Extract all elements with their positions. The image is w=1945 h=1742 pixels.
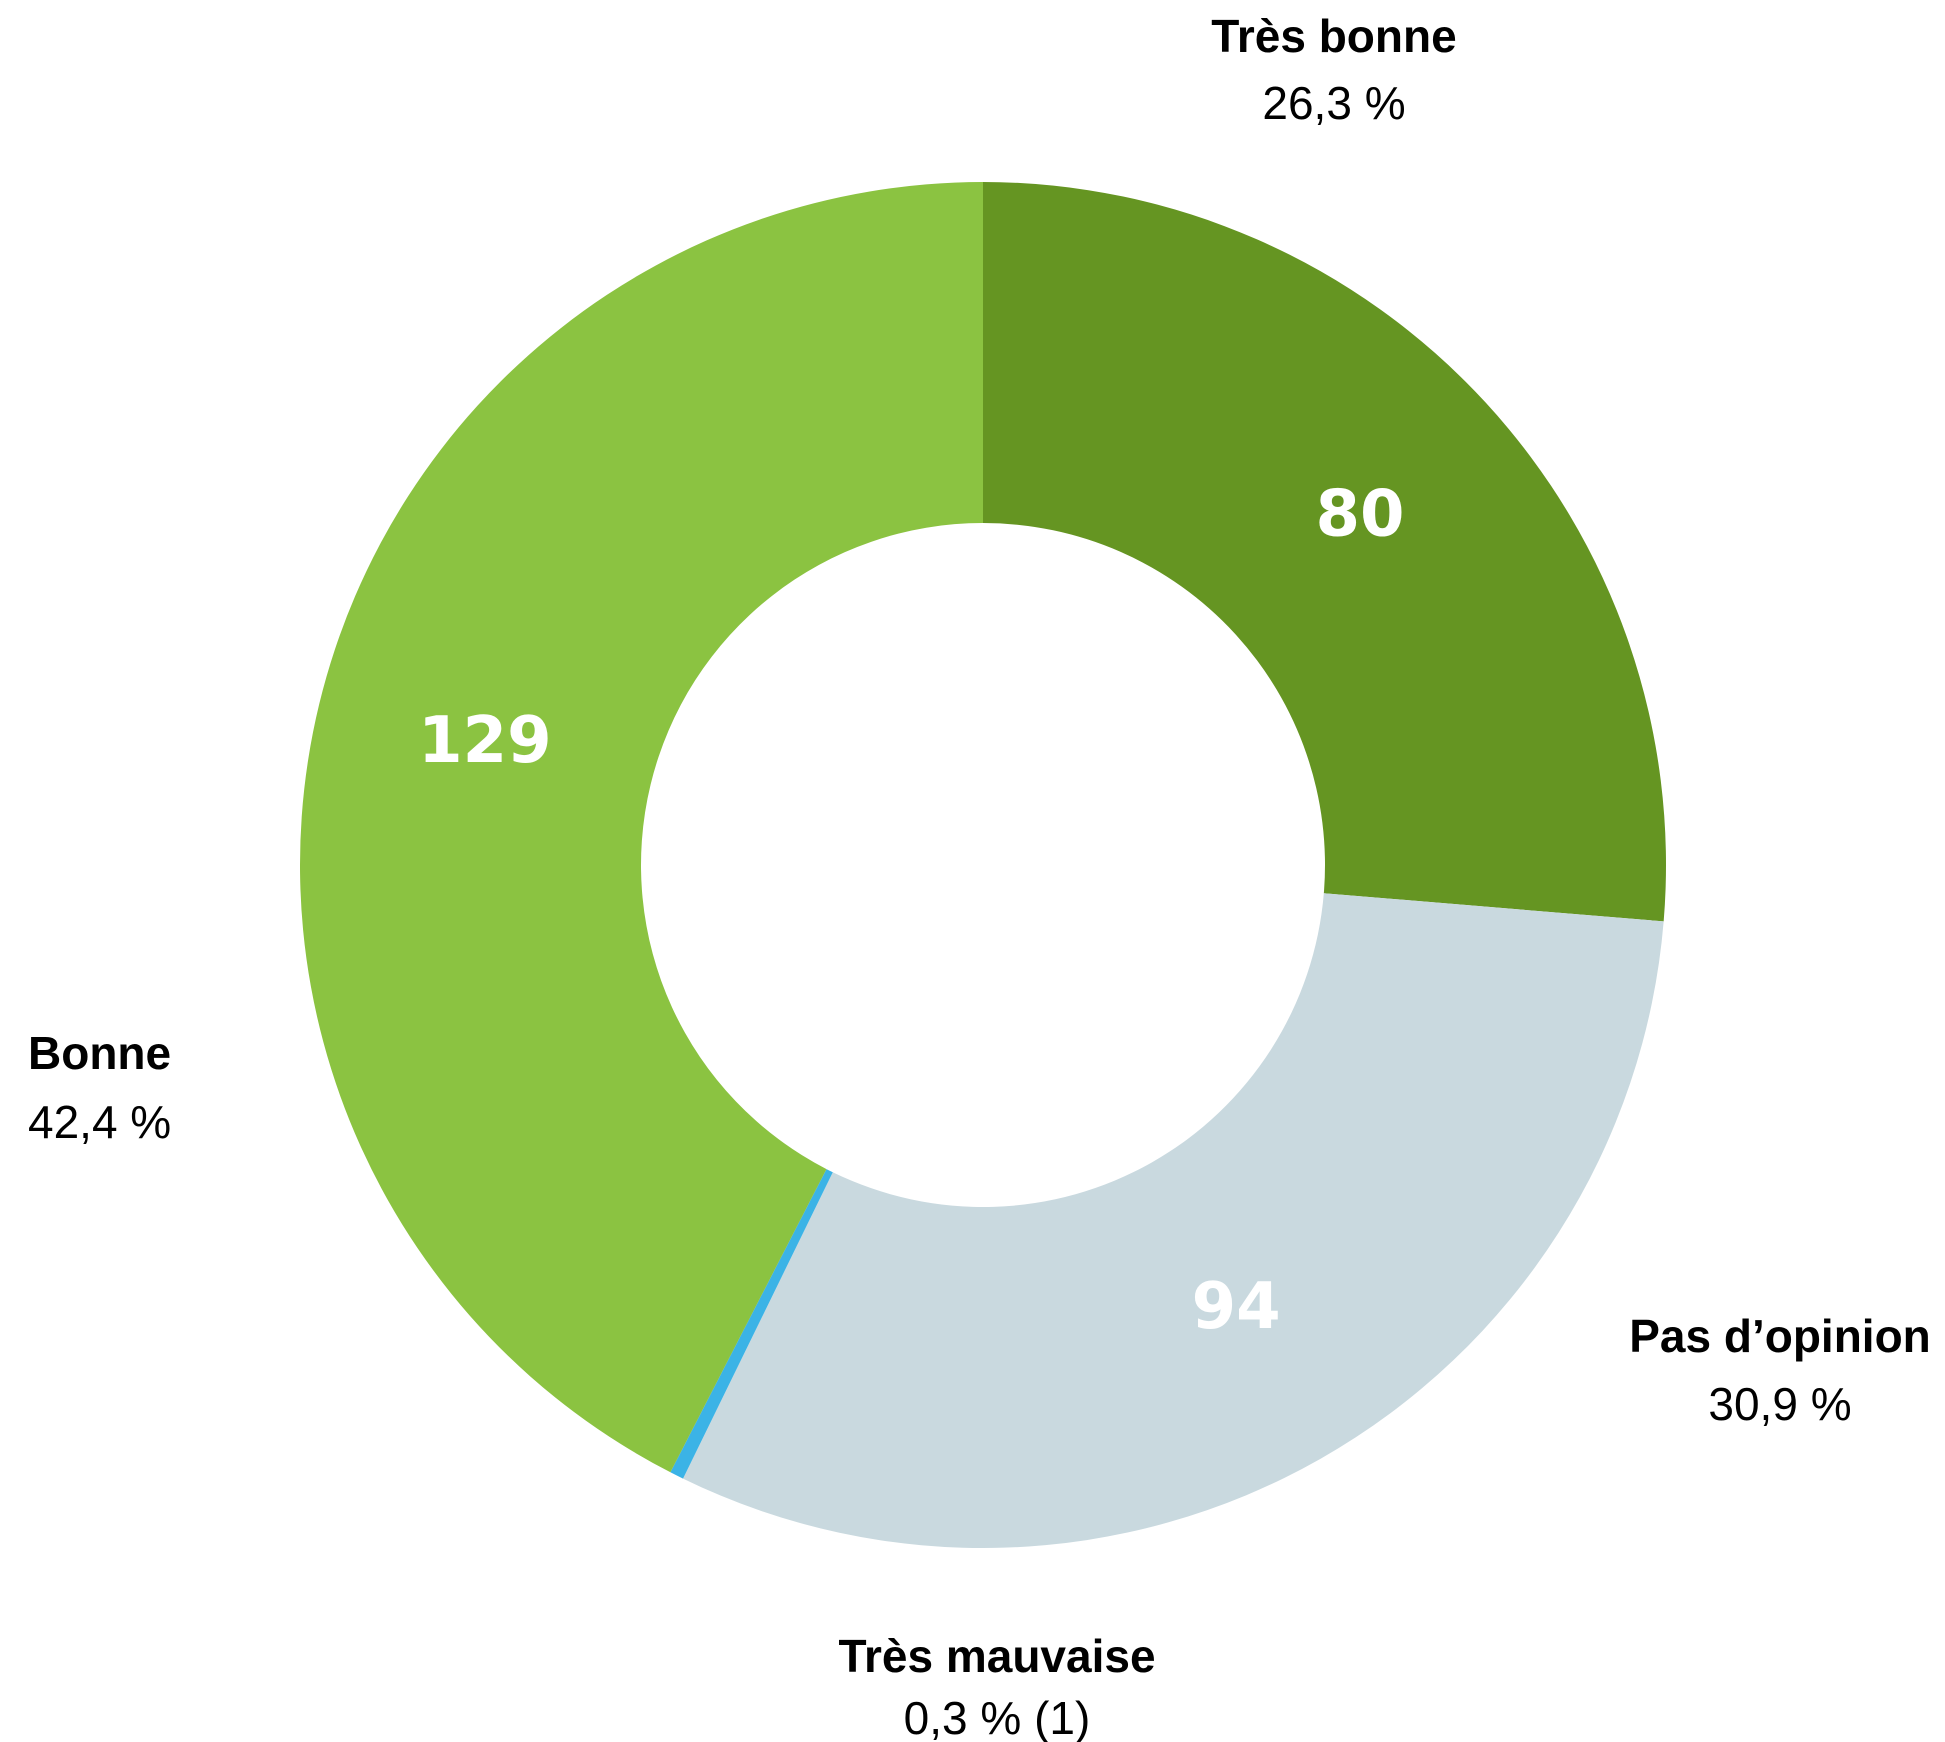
- label-tres-bonne-percent: 26,3 %: [1262, 77, 1405, 129]
- label-tres-mauvaise: Très mauvaise 0,3 % (1): [838, 1630, 1155, 1742]
- label-tres-mauvaise-name: Très mauvaise: [838, 1630, 1155, 1682]
- slice-pas-d-opinion: [683, 893, 1664, 1548]
- slice-tres-mauvaise: [670, 1169, 833, 1479]
- label-tres-mauvaise-percent: 0,3 % (1): [904, 1692, 1091, 1742]
- slice-tres-bonne: [983, 182, 1667, 922]
- slice-bonne-value-label: 129: [418, 704, 552, 778]
- slice-bonne: [299, 182, 983, 1473]
- donut-value-labels: 80 94 129: [418, 477, 1404, 1344]
- label-tres-bonne: Très bonne 26,3 %: [1211, 10, 1456, 129]
- slice-tres-bonne-value-label: 80: [1316, 477, 1405, 551]
- label-bonne: Bonne 42,4 %: [28, 1027, 171, 1148]
- label-bonne-name: Bonne: [28, 1027, 171, 1079]
- donut-slices: [299, 182, 1667, 1548]
- slice-pas-d-opinion-value-label: 94: [1192, 1270, 1281, 1344]
- label-pas-dopinion-percent: 30,9 %: [1708, 1378, 1851, 1430]
- label-bonne-percent: 42,4 %: [28, 1096, 171, 1148]
- label-pas-dopinion: Pas d’opinion 30,9 %: [1629, 1310, 1931, 1430]
- label-pas-dopinion-name: Pas d’opinion: [1629, 1310, 1931, 1362]
- label-tres-bonne-name: Très bonne: [1211, 10, 1456, 62]
